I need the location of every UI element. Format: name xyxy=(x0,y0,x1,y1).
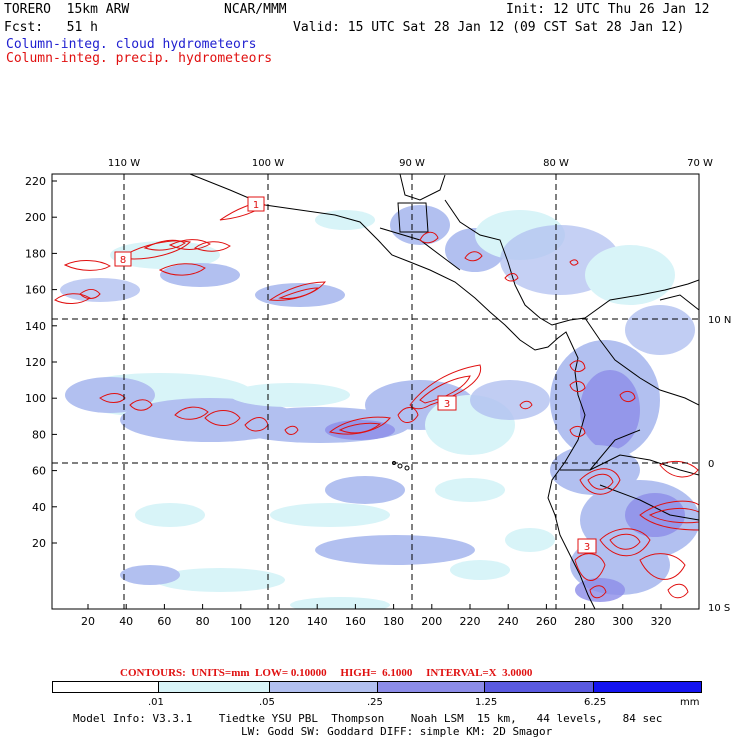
y-tick-label: 140 xyxy=(25,320,46,333)
lat-label: 0 xyxy=(708,459,714,470)
precip-contours xyxy=(54,203,699,599)
x-tick-label: 280 xyxy=(574,615,595,628)
colorbar-level-label: 6.25 xyxy=(584,697,607,708)
lat-label: 10 N xyxy=(708,315,731,326)
lat-label: 10 S xyxy=(708,603,730,614)
x-tick-label: 200 xyxy=(421,615,442,628)
x-tick-label: 220 xyxy=(460,615,481,628)
colorbar-segment xyxy=(157,682,269,692)
init-time: Init: 12 UTC Thu 26 Jan 12 xyxy=(506,2,710,17)
colorbar-segment xyxy=(484,682,594,692)
x-tick-label: 60 xyxy=(157,615,171,628)
x-axis: 20 40 60 80 100 120 140 160 180 200 220 240 260 280 30… xyxy=(81,604,672,628)
x-tick-label: 140 xyxy=(307,615,328,628)
model-name: TORERO 15km ARW xyxy=(4,2,130,17)
lon-label: 110 W xyxy=(108,158,140,169)
colorbar-level-label: .25 xyxy=(367,697,383,708)
physics-info: LW: Godd SW: Goddard DIFF: simple KM: 2D… xyxy=(241,725,553,738)
colorbar-segment xyxy=(593,682,702,692)
colorbar-level-label: .05 xyxy=(259,697,275,708)
coastlines xyxy=(189,174,699,609)
x-tick-label: 40 xyxy=(119,615,133,628)
lon-label: 70 W xyxy=(687,158,713,169)
legend-precip-hydrometeors: Column-integ. precip. hydrometeors xyxy=(6,51,273,66)
colorbar-labels: .01 .05 .25 1.25 6.25 mm xyxy=(52,697,702,709)
high-label: 8 xyxy=(120,255,126,266)
x-tick-label: 180 xyxy=(383,615,404,628)
colorbar-level-label: .01 xyxy=(148,697,164,708)
high-label: 1 xyxy=(253,200,259,211)
x-tick-label: 160 xyxy=(345,615,366,628)
x-tick-label: 260 xyxy=(536,615,557,628)
model-info: Model Info: V3.3.1 Tiedtke YSU PBL Thomp… xyxy=(73,712,663,725)
y-axis: 220 200 180 160 140 120 100 80 60 40 20 xyxy=(25,175,57,550)
y-tick-label: 160 xyxy=(25,284,46,297)
x-tick-label: 300 xyxy=(612,615,633,628)
legend-cloud-hydrometeors: Column-integ. cloud hydrometeors xyxy=(6,37,257,52)
latitude-labels: 10 N 0 10 S xyxy=(708,315,731,614)
y-tick-label: 40 xyxy=(32,501,46,514)
contours-info: CONTOURS: UNITS=mm LOW= 0.10000 HIGH= 6.… xyxy=(120,667,533,679)
high-label: 3 xyxy=(444,399,450,410)
longitude-labels: 110 W 100 W 90 W 80 W 70 W xyxy=(108,158,713,169)
x-tick-label: 320 xyxy=(651,615,672,628)
organization: NCAR/MMM xyxy=(224,2,287,17)
y-tick-label: 220 xyxy=(25,175,46,188)
colorbar-unit: mm xyxy=(680,697,700,708)
valid-time: Valid: 15 UTC Sat 28 Jan 12 (09 CST Sat … xyxy=(293,20,685,35)
high-markers xyxy=(114,196,597,554)
colorbar xyxy=(52,681,702,693)
x-tick-label: 240 xyxy=(498,615,519,628)
y-tick-label: 100 xyxy=(25,392,46,405)
lon-label: 90 W xyxy=(399,158,425,169)
y-tick-label: 60 xyxy=(32,465,46,478)
colorbar-level-label: 1.25 xyxy=(475,697,498,708)
x-tick-label: 20 xyxy=(81,615,95,628)
lon-label: 80 W xyxy=(543,158,569,169)
lon-label: 100 W xyxy=(252,158,284,169)
colorbar-segment xyxy=(53,682,158,692)
map-border xyxy=(51,173,700,610)
colorbar-segment xyxy=(268,682,377,692)
y-tick-label: 180 xyxy=(25,247,46,260)
y-tick-label: 80 xyxy=(32,428,46,441)
x-tick-label: 100 xyxy=(230,615,251,628)
x-tick-label: 120 xyxy=(269,615,290,628)
graticule xyxy=(52,174,699,609)
colorbar-segment xyxy=(376,682,485,692)
forecast-hour: Fcst: 51 h xyxy=(4,20,98,35)
y-tick-label: 20 xyxy=(32,537,46,550)
map-plot-area xyxy=(52,174,699,609)
high-label: 3 xyxy=(584,542,590,553)
cloud-shading xyxy=(60,205,699,609)
y-tick-label: 120 xyxy=(25,356,46,369)
x-tick-label: 80 xyxy=(196,615,210,628)
y-tick-label: 200 xyxy=(25,211,46,224)
